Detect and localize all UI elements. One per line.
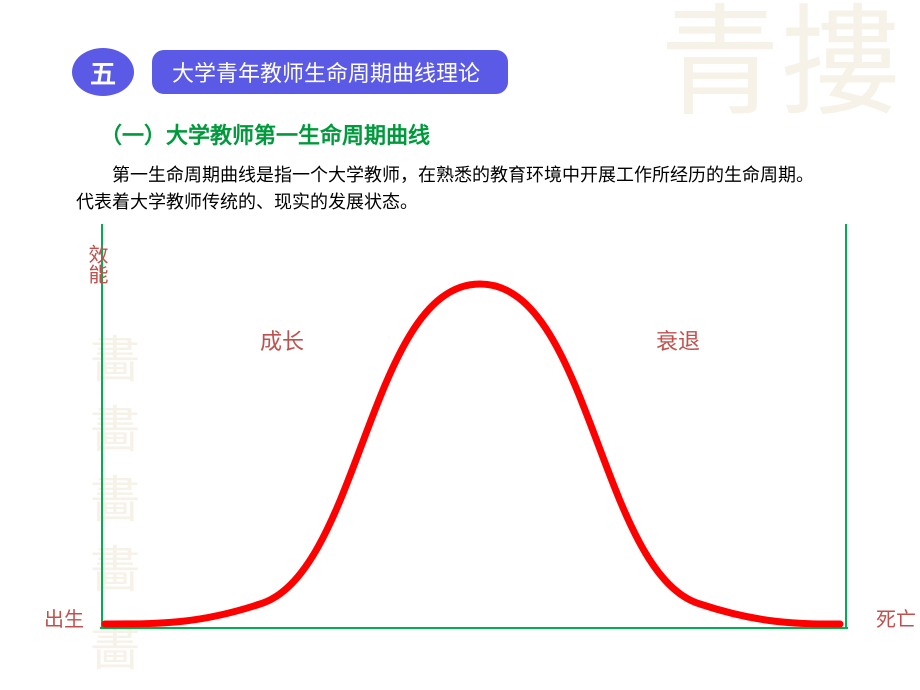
chart-svg [100, 224, 860, 644]
section-number-badge: 五 [72, 48, 134, 96]
section-title: 大学青年教师生命周期曲线理论 [152, 50, 508, 94]
birth-label: 出生 [44, 603, 84, 632]
decline-label: 衰退 [656, 324, 700, 356]
growth-label: 成长 [260, 324, 304, 356]
lifecycle-chart: 效能 成长 衰退 出生 死亡 [100, 224, 860, 644]
description-text: 第一生命周期曲线是指一个大学教师，在熟悉的教育环境中开展工作所经历的生命周期。代… [76, 162, 830, 216]
header: 五 大学青年教师生命周期曲线理论 [72, 48, 508, 96]
death-label: 死亡 [876, 603, 916, 632]
lifecycle-curve [105, 284, 840, 624]
subsection-title: （一）大学教师第一生命周期曲线 [100, 118, 430, 150]
watermark-top-right: 青摟 [660, 10, 900, 118]
y-axis-label: 效能 [82, 244, 111, 284]
